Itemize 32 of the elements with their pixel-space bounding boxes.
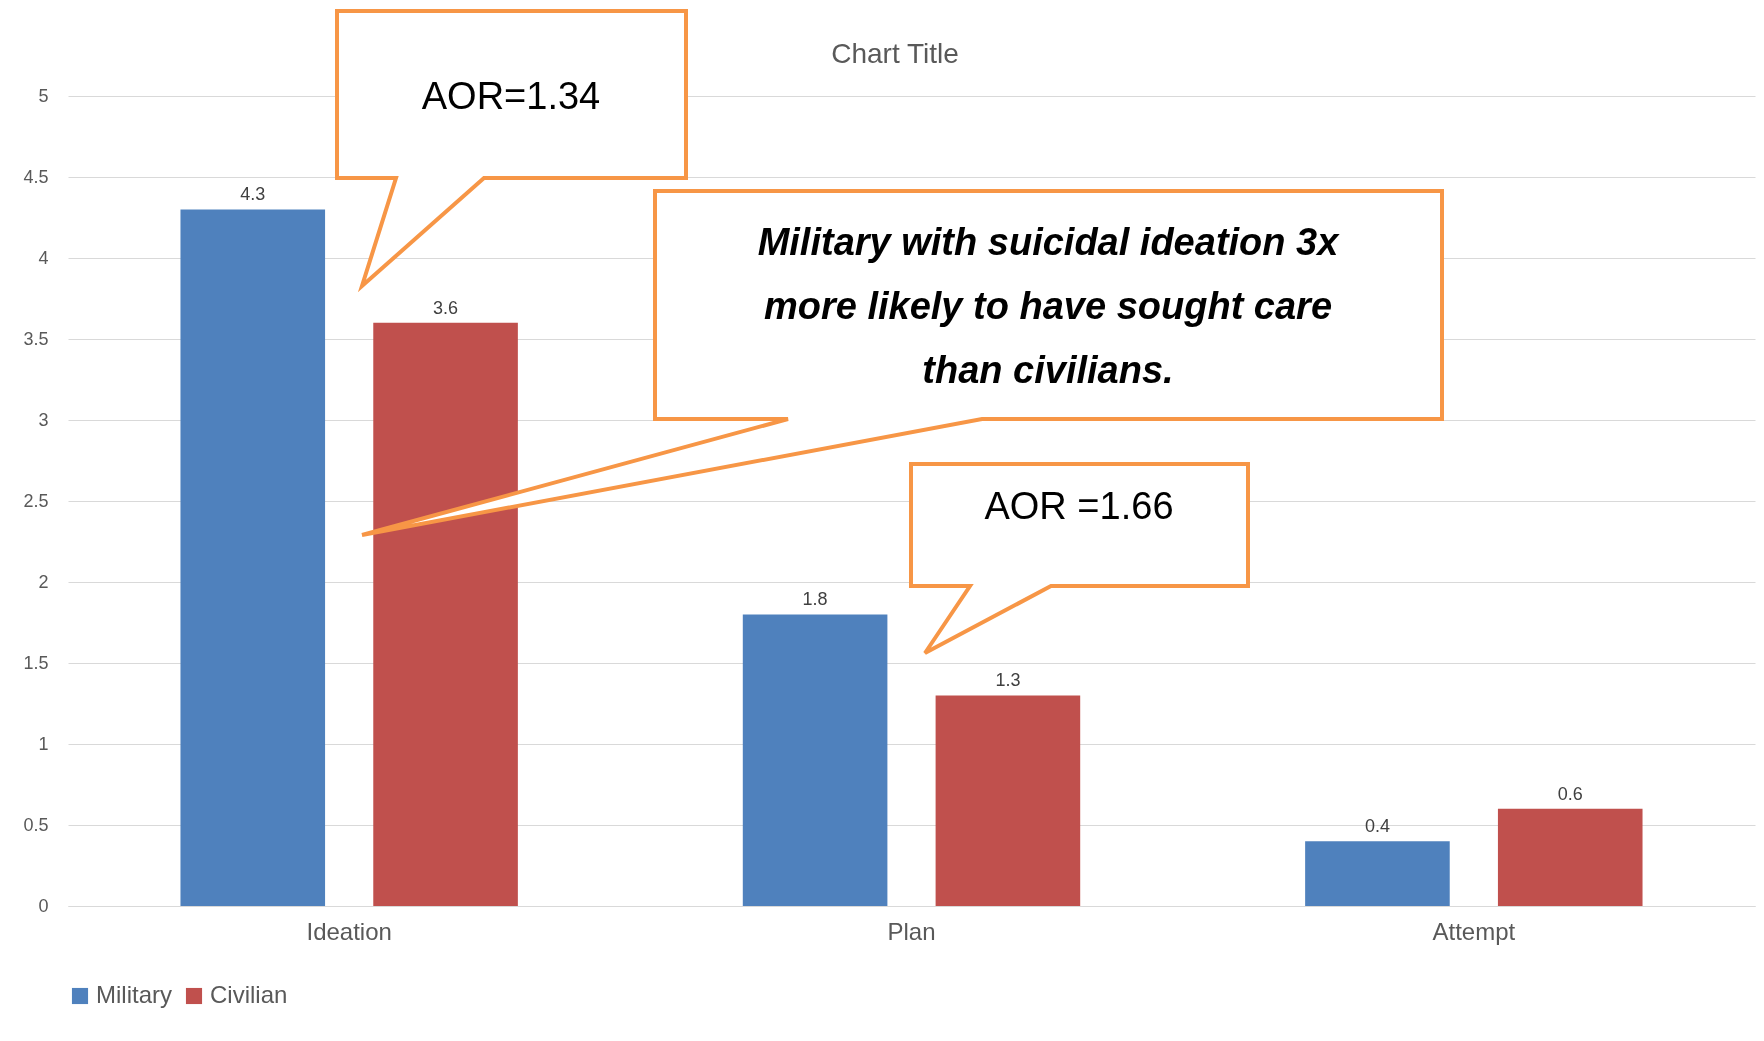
y-tick-label: 2 — [38, 571, 49, 592]
data-label: 0.4 — [1364, 816, 1390, 837]
bar — [180, 209, 326, 906]
legend-label: Military — [96, 981, 172, 1008]
annotation: AOR=1.34 — [421, 75, 601, 117]
y-tick-label: 3 — [38, 409, 49, 430]
chart-title: Chart Title — [831, 38, 959, 69]
data-label: 1.8 — [802, 589, 828, 610]
x-tick-label: Plan — [887, 917, 936, 945]
legend-label: Civilian — [210, 981, 288, 1008]
data-label: 3.6 — [433, 297, 459, 318]
y-tick-label: 4.5 — [23, 166, 49, 187]
bar — [935, 695, 1081, 906]
y-tick-label: 1.5 — [23, 652, 49, 673]
x-tick-label: Ideation — [306, 917, 392, 945]
y-tick-label: 5 — [38, 85, 49, 106]
y-tick-label: 1 — [38, 733, 49, 754]
bar — [742, 614, 888, 906]
annotation: Military with suicidal ideation 3x more likely to have sought care than civilians. — [757, 221, 1341, 391]
bar — [1305, 841, 1450, 906]
y-tick-label: 0 — [38, 895, 49, 916]
x-tick-label: Attempt — [1432, 917, 1516, 945]
annotation: AOR =1.66 — [984, 485, 1174, 527]
bar — [1497, 808, 1643, 906]
data-label: 0.6 — [1557, 783, 1583, 804]
y-tick-label: 2.5 — [23, 490, 49, 511]
y-tick-label: 4 — [38, 247, 49, 268]
y-tick-label: 3.5 — [23, 328, 49, 349]
y-tick-label: 0.5 — [23, 814, 49, 835]
data-label: 1.3 — [995, 670, 1021, 691]
data-label: 4.3 — [240, 184, 266, 205]
bar — [373, 322, 518, 906]
